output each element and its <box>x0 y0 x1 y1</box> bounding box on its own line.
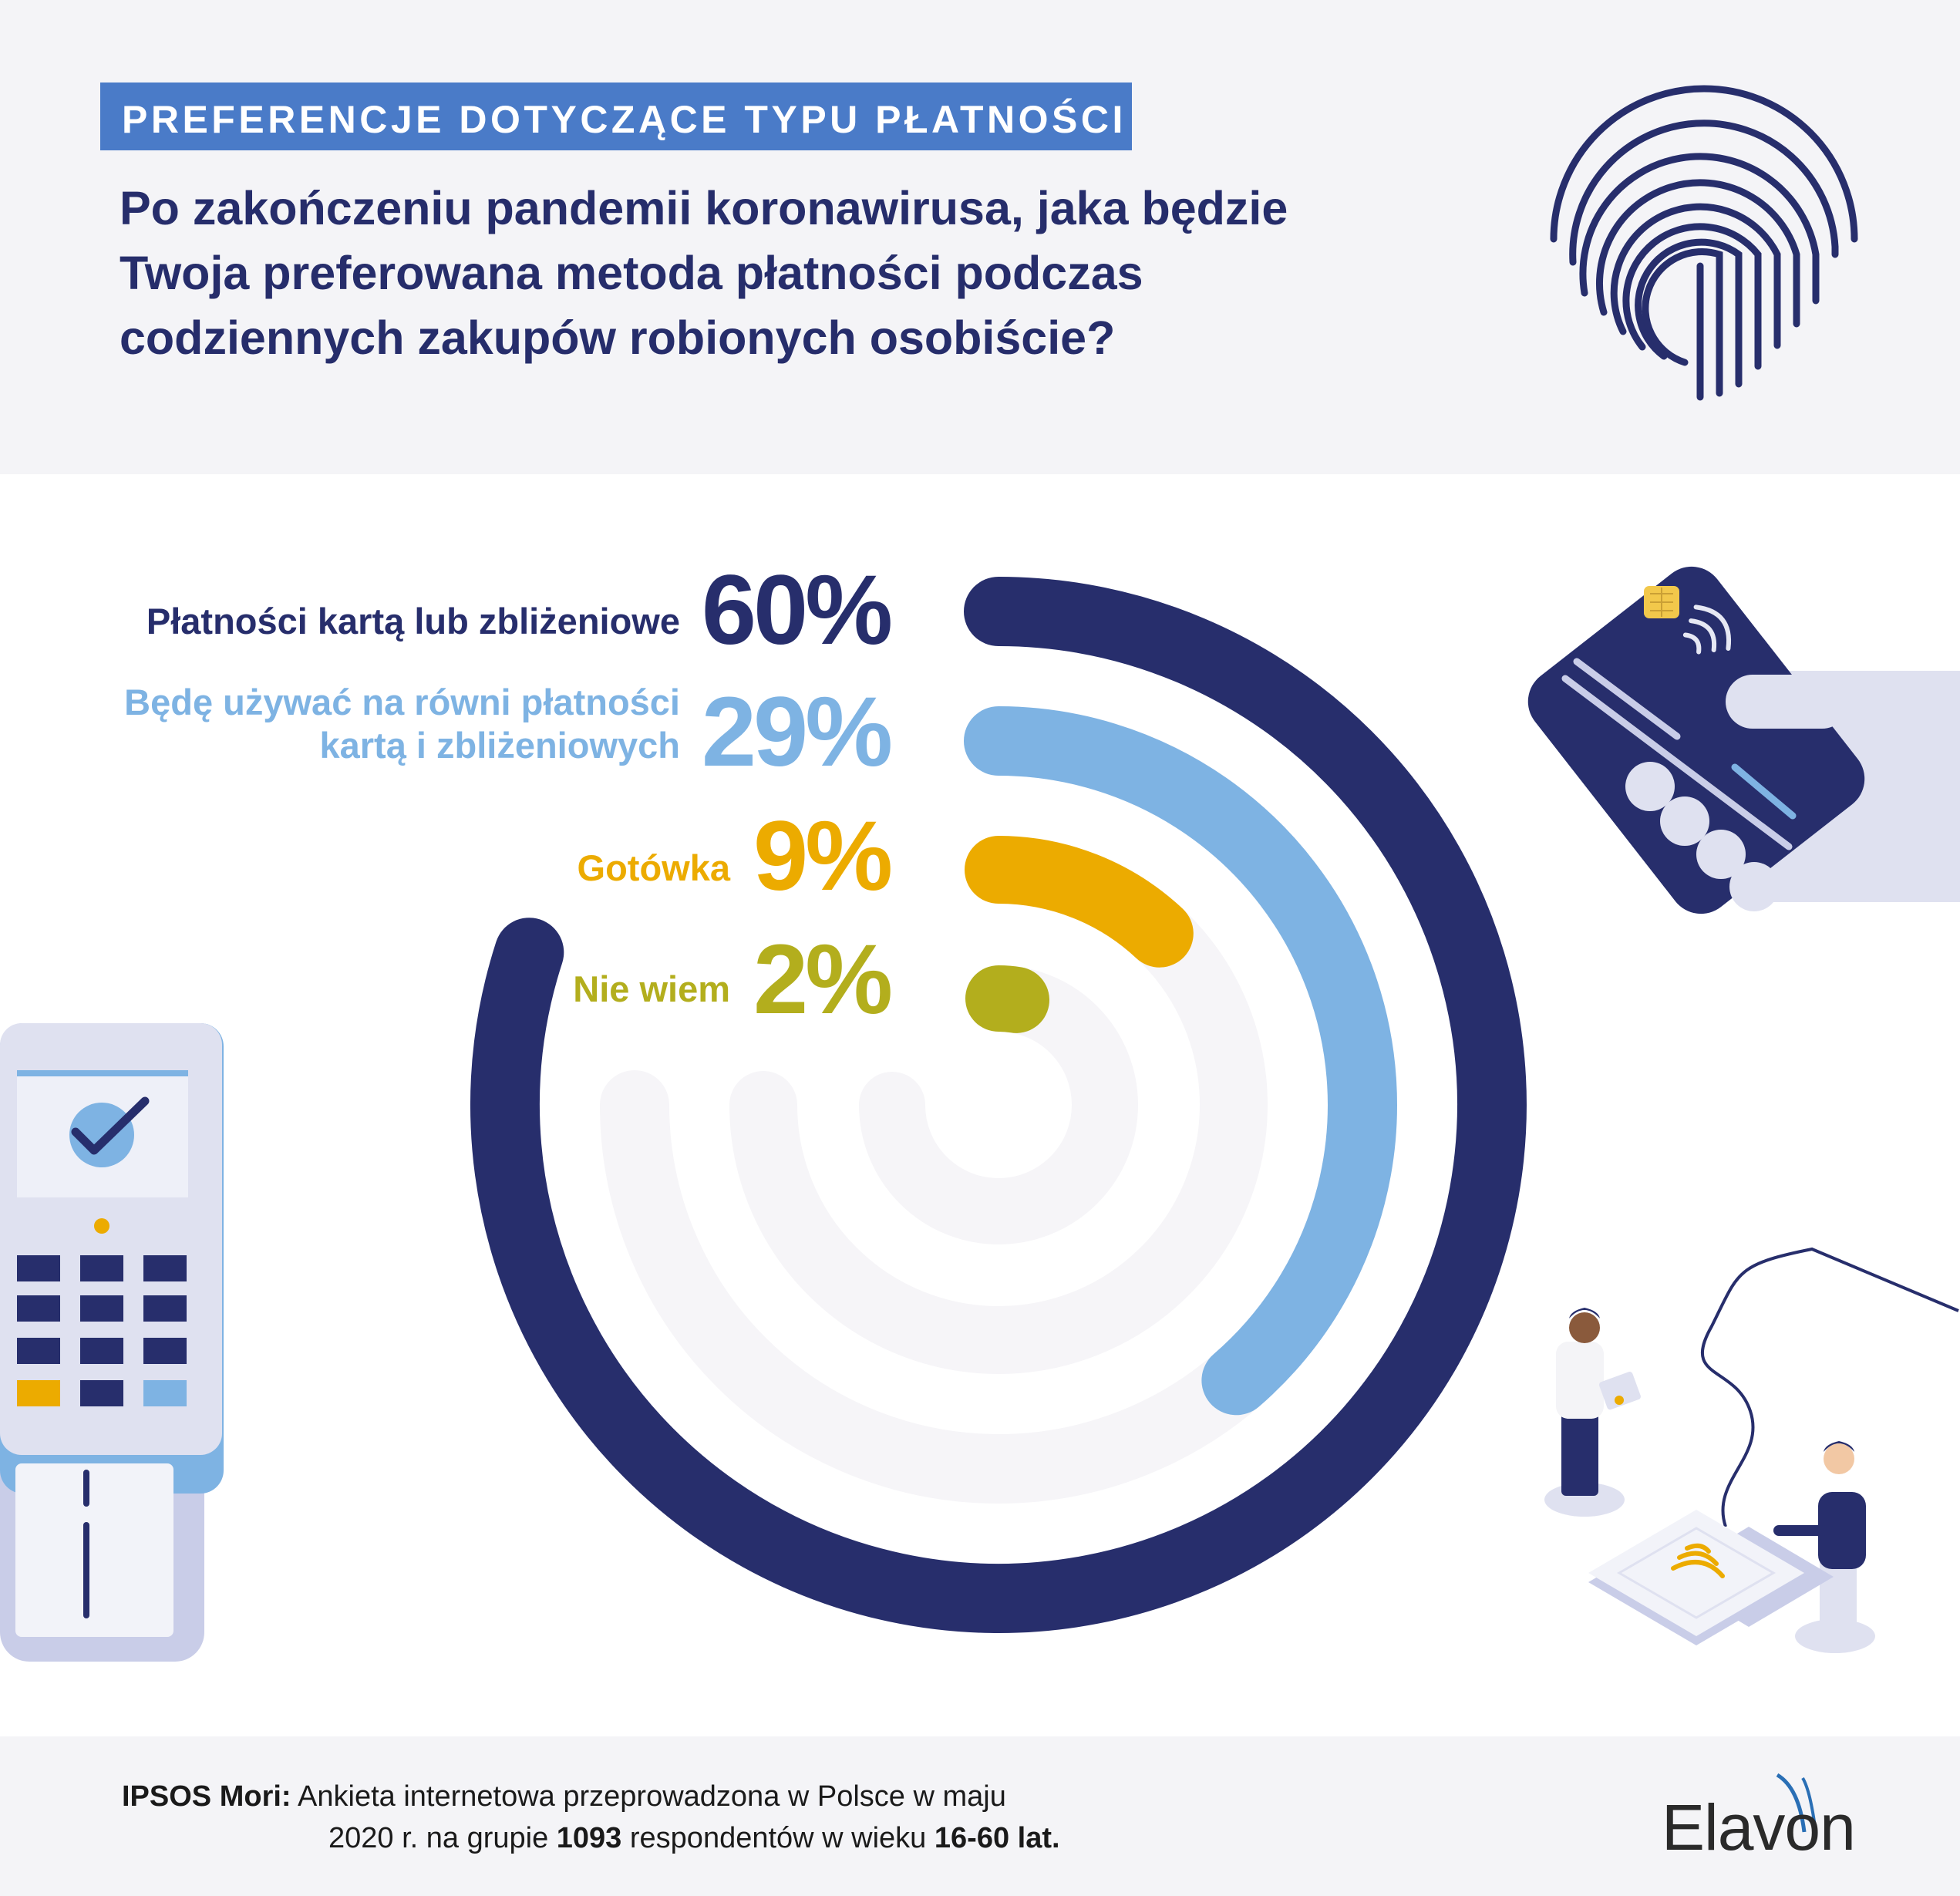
keypad-key <box>17 1255 60 1281</box>
series-label-cash: Gotówka <box>577 847 730 888</box>
series-label-dontknow: Nie wiem <box>573 968 730 1009</box>
series-value-dontknow: 2% <box>753 924 893 1035</box>
contactless-card-icon <box>1527 566 1960 914</box>
person-right <box>1773 1441 1866 1635</box>
radial-bar <box>965 836 1194 968</box>
source-line2: 2020 r. na grupie 1093 respondentów w wi… <box>328 1822 1060 1854</box>
keypad-key <box>143 1338 187 1364</box>
source-line1: Ankieta internetowa przeprowadzona w Pol… <box>298 1780 1006 1813</box>
keypad-key <box>17 1295 60 1322</box>
keypad-key <box>80 1338 123 1364</box>
series-label-both: Będę używać na równi płatności kartą i z… <box>124 682 680 766</box>
question-line-3: codziennych zakupów robionych osobiście? <box>120 312 1116 364</box>
keypad-key <box>143 1255 187 1281</box>
series-value-cash: 9% <box>753 801 893 911</box>
keypad-key <box>80 1295 123 1322</box>
question-line-2: Twoja preferowana metoda płatności podcz… <box>120 247 1143 299</box>
person-left <box>1556 1308 1641 1496</box>
checkmark-icon <box>69 1096 150 1167</box>
footer-band <box>0 1736 1960 1896</box>
keypad-key <box>80 1255 123 1281</box>
question-title: Po zakończeniu pandemii koronawirusa, ja… <box>120 176 1477 370</box>
fingerprint-icon <box>1550 85 1858 401</box>
keypad-key <box>143 1380 187 1406</box>
radial-bars <box>470 577 1527 1633</box>
keypad-key <box>80 1380 123 1406</box>
series-label-card: Płatności kartą lub zbliżeniowe <box>146 601 680 642</box>
elavon-logo-mark <box>1776 1773 1817 1833</box>
section-tag: PREFERENCJE DOTYCZĄCE TYPU PŁATNOŚCI <box>100 83 1132 150</box>
source-label: IPSOS Mori: <box>122 1780 291 1813</box>
series-value-both: 29% <box>701 677 893 787</box>
radial-bar <box>964 706 1397 1416</box>
question-line-1: Po zakończeniu pandemii koronawirusa, ja… <box>120 182 1288 234</box>
keypad-key <box>17 1380 60 1406</box>
radial-bar <box>470 577 1527 1633</box>
series-value-card: 60% <box>701 555 893 665</box>
contactless-pad-icon <box>1588 1510 1834 1645</box>
keypad <box>17 1255 187 1406</box>
source-note: IPSOS Mori: Ankieta internetowa przeprow… <box>122 1776 1060 1859</box>
people-contactless-illustration <box>1544 1247 1959 1653</box>
keypad-key <box>143 1295 187 1322</box>
keypad-key <box>17 1338 60 1364</box>
elavon-logo: Elavon <box>1662 1791 1856 1864</box>
section-tag-text: PREFERENCJE DOTYCZĄCE TYPU PŁATNOŚCI <box>122 98 1126 141</box>
radial-track <box>859 965 1138 1244</box>
radial-bar <box>965 965 1049 1033</box>
payment-terminal-icon <box>0 1023 224 1662</box>
